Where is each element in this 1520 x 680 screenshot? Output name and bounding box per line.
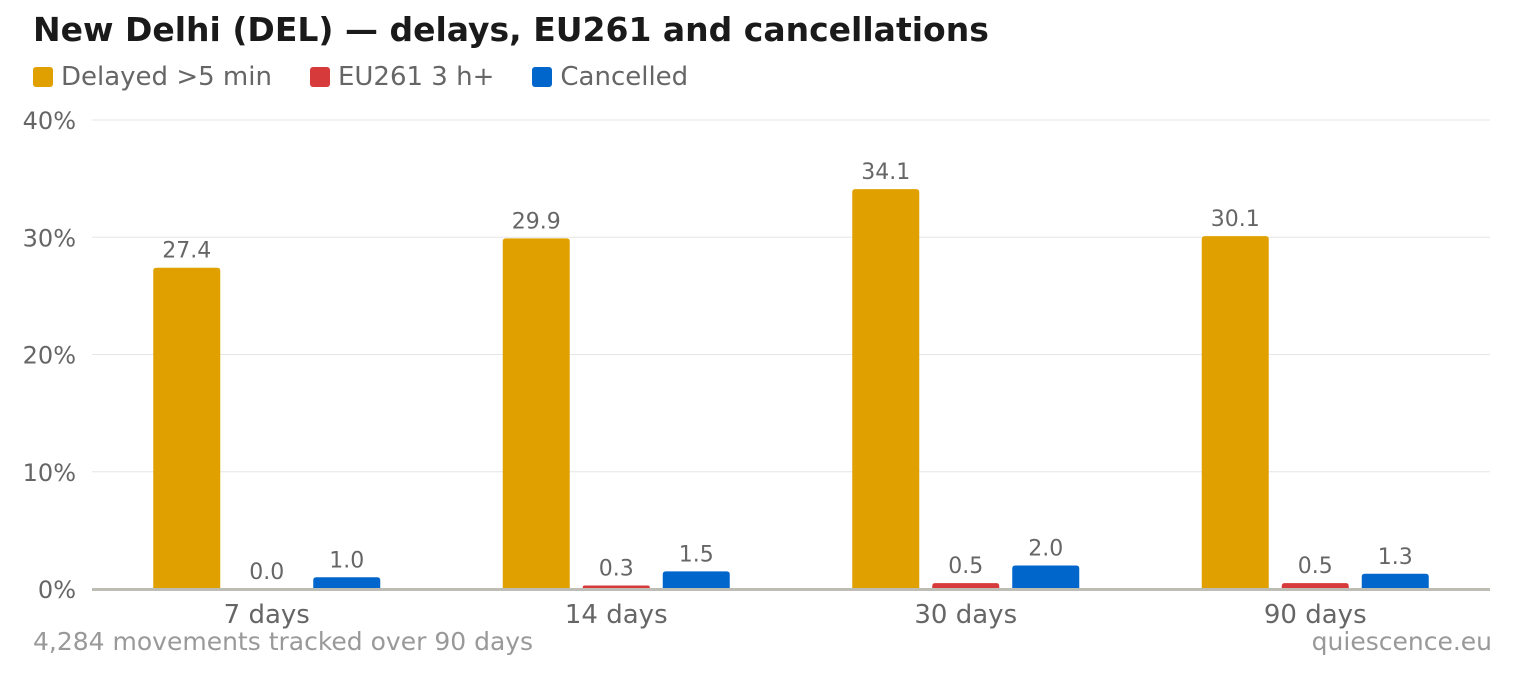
data-label-cancelled: 2.0: [1028, 537, 1063, 562]
bar-cancelled: [313, 577, 381, 589]
data-label-delayed: 27.4: [162, 239, 211, 264]
legend-item-eu261: EU261 3 h+: [309, 62, 495, 92]
y-tick-label: 30%: [23, 224, 76, 252]
legend-swatch-eu261: [309, 67, 330, 87]
data-label-eu261: 0.5: [1298, 554, 1333, 579]
y-tick-label: 0%: [38, 576, 76, 604]
bar-eu261: [1281, 583, 1349, 589]
bar-cancelled: [1361, 573, 1429, 589]
x-category-label: 14 days: [565, 600, 668, 630]
legend-swatch-cancelled: [532, 67, 553, 87]
legend-item-cancelled: Cancelled: [532, 62, 688, 92]
y-tick-label: 40%: [23, 107, 76, 135]
legend-label-eu261: EU261 3 h+: [337, 62, 495, 92]
footer-source: quiescence.eu: [1311, 627, 1492, 656]
data-label-eu261: 0.5: [948, 554, 983, 579]
data-label-cancelled: 1.0: [329, 548, 364, 573]
legend-label-cancelled: Cancelled: [560, 62, 689, 92]
data-label-eu261: 0.0: [249, 560, 284, 585]
chart-title: New Delhi (DEL) — delays, EU261 and canc…: [33, 10, 989, 49]
legend-item-delayed: Delayed >5 min: [33, 62, 272, 92]
y-tick-label: 20%: [23, 342, 76, 370]
bar-delayed: [502, 238, 570, 590]
y-tick-label: 10%: [23, 459, 76, 487]
data-label-cancelled: 1.5: [679, 542, 714, 567]
data-label-delayed: 29.9: [512, 209, 561, 234]
data-label-eu261: 0.3: [599, 556, 634, 581]
bar-delayed: [852, 189, 920, 590]
bar-eu261: [932, 583, 1000, 589]
data-label-delayed: 30.1: [1211, 207, 1260, 232]
x-category-label: 7 days: [224, 600, 310, 630]
bar-cancelled: [662, 571, 730, 589]
x-category-label: 90 days: [1264, 600, 1367, 630]
x-category-label: 30 days: [914, 600, 1017, 630]
legend-label-delayed: Delayed >5 min: [61, 62, 272, 92]
data-label-cancelled: 1.3: [1378, 545, 1413, 570]
bar-cancelled: [1012, 565, 1080, 589]
bar-delayed: [1201, 236, 1269, 589]
data-label-delayed: 34.1: [861, 160, 910, 185]
legend-swatch-delayed: [33, 67, 53, 87]
footer-note: 4,284 movements tracked over 90 days: [33, 627, 534, 656]
legend: Delayed >5 min EU261 3 h+ Cancelled: [33, 60, 726, 94]
bar-delayed: [153, 267, 221, 589]
